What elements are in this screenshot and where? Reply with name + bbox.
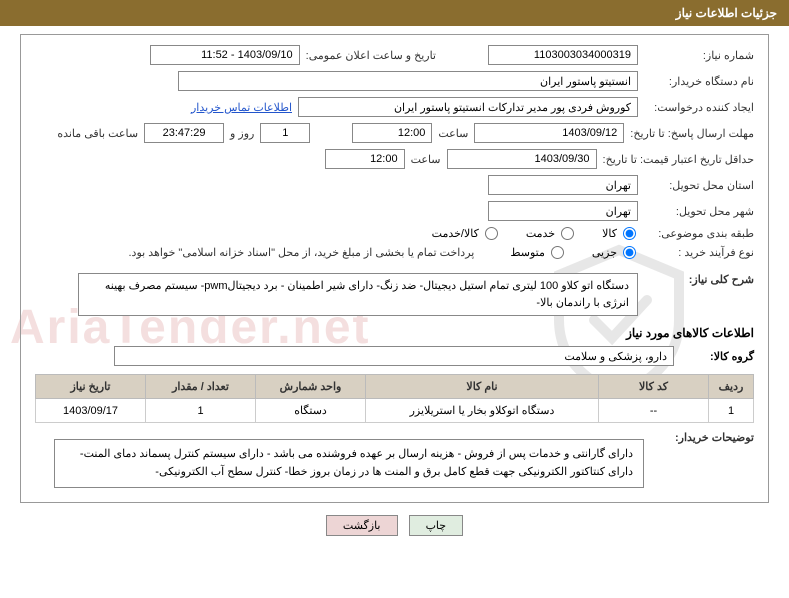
header-title: جزئیات اطلاعات نیاز — [676, 6, 777, 20]
row-reply-deadline: مهلت ارسال پاسخ: تا تاریخ: 1403/09/12 سا… — [35, 123, 754, 143]
row-min-validity: حداقل تاریخ اعتبار قیمت: تا تاریخ: 1403/… — [35, 149, 754, 169]
table-col-2: نام کالا — [366, 375, 599, 399]
table-col-4: تعداد / مقدار — [146, 375, 256, 399]
radio-medium-label: متوسط — [510, 246, 545, 259]
table-cell: 1 — [146, 399, 256, 423]
row-buyer-notes: توضیحات خریدار: دارای گارانتی و خدمات پس… — [35, 431, 754, 488]
table-cell: -- — [599, 399, 709, 423]
field-reply-time: 12:00 — [352, 123, 432, 143]
row-city: شهر محل تحویل: تهران — [35, 201, 754, 221]
radio-both-label: کالا/خدمت — [432, 227, 479, 240]
label-min-validity: حداقل تاریخ اعتبار قیمت: تا تاریخ: — [603, 153, 754, 166]
table-cell: دستگاه اتوکلاو بخار یا استریلایزر — [366, 399, 599, 423]
field-province: تهران — [488, 175, 638, 195]
field-announce: 1403/09/10 - 11:52 — [150, 45, 300, 65]
label-province: استان محل تحویل: — [644, 179, 754, 192]
row-need-no: شماره نیاز: 1103003034000319 تاریخ و ساع… — [35, 45, 754, 65]
table-col-5: تاریخ نیاز — [36, 375, 146, 399]
row-requester: ایجاد کننده درخواست: کوروش فردی پور مدیر… — [35, 97, 754, 117]
radio-group-purchase: جزیی متوسط — [510, 246, 638, 259]
radio-service-label: خدمت — [526, 227, 555, 240]
row-purchase-type: نوع فرآیند خرید : جزیی متوسط پرداخت تمام… — [35, 246, 754, 259]
row-need-desc: شرح کلی نیاز: دستگاه اتو کلاو 100 لیتری … — [35, 273, 754, 316]
payment-note: پرداخت تمام یا بخشی از مبلغ خرید، از محل… — [129, 246, 475, 259]
table-row: 1--دستگاه اتوکلاو بخار یا استریلایزردستگ… — [36, 399, 754, 423]
field-buyer-notes: دارای گارانتی و خدمات پس از فروش - هزینه… — [54, 439, 644, 488]
label-subject-class: طبقه بندی موضوعی: — [644, 227, 754, 240]
table-header-row: ردیفکد کالانام کالاواحد شمارشتعداد / مقد… — [36, 375, 754, 399]
label-buyer-notes: توضیحات خریدار: — [654, 431, 754, 444]
radio-goods-label: کالا — [602, 227, 617, 240]
label-days-and: روز و — [230, 127, 254, 140]
buyer-contact-link[interactable]: اطلاعات تماس خریدار — [191, 101, 292, 114]
row-province: استان محل تحویل: تهران — [35, 175, 754, 195]
row-buyer-org: نام دستگاه خریدار: انستیتو پاستور ایران — [35, 71, 754, 91]
field-group: دارو، پزشکی و سلامت — [114, 346, 674, 366]
label-need-desc: شرح کلی نیاز: — [644, 273, 754, 286]
label-announce: تاریخ و ساعت اعلان عمومی: — [306, 49, 436, 62]
field-need-no: 1103003034000319 — [488, 45, 638, 65]
table-body: 1--دستگاه اتوکلاو بخار یا استریلایزردستگ… — [36, 399, 754, 423]
label-group: گروه کالا: — [684, 350, 754, 363]
back-button[interactable]: بازگشت — [326, 515, 398, 536]
table-col-1: کد کالا — [599, 375, 709, 399]
label-city: شهر محل تحویل: — [644, 205, 754, 218]
label-buyer-org: نام دستگاه خریدار: — [644, 75, 754, 88]
section-goods-title: اطلاعات کالاهای مورد نیاز — [35, 326, 754, 340]
radio-group-subject: کالا خدمت کالا/خدمت — [432, 227, 638, 240]
label-time-1: ساعت — [438, 127, 468, 140]
field-city: تهران — [488, 201, 638, 221]
label-need-no: شماره نیاز: — [644, 49, 754, 62]
label-time-2: ساعت — [411, 153, 441, 166]
field-min-validity-date: 1403/09/30 — [447, 149, 597, 169]
radio-both[interactable] — [485, 227, 498, 240]
print-button[interactable]: چاپ — [409, 515, 464, 536]
table-cell: 1 — [709, 399, 754, 423]
field-reply-date: 1403/09/12 — [474, 123, 624, 143]
label-reply-deadline: مهلت ارسال پاسخ: تا تاریخ: — [630, 127, 754, 140]
table-cell: 1403/09/17 — [36, 399, 146, 423]
button-row: چاپ بازگشت — [0, 515, 789, 536]
label-requester: ایجاد کننده درخواست: — [644, 101, 754, 114]
field-min-validity-time: 12:00 — [325, 149, 405, 169]
field-need-desc: دستگاه اتو کلاو 100 لیتری تمام استیل دیج… — [78, 273, 638, 316]
radio-goods[interactable] — [623, 227, 636, 240]
field-requester: کوروش فردی پور مدیر تدارکات انستیتو پاست… — [298, 97, 638, 117]
label-purchase-type: نوع فرآیند خرید : — [644, 246, 754, 259]
radio-service[interactable] — [561, 227, 574, 240]
table-cell: دستگاه — [256, 399, 366, 423]
radio-minor-label: جزیی — [592, 246, 617, 259]
table-col-3: واحد شمارش — [256, 375, 366, 399]
main-frame: شماره نیاز: 1103003034000319 تاریخ و ساع… — [20, 34, 769, 503]
row-subject-class: طبقه بندی موضوعی: کالا خدمت کالا/خدمت — [35, 227, 754, 240]
goods-table: ردیفکد کالانام کالاواحد شمارشتعداد / مقد… — [35, 374, 754, 423]
field-buyer-org: انستیتو پاستور ایران — [178, 71, 638, 91]
row-group: گروه کالا: دارو، پزشکی و سلامت — [35, 346, 754, 366]
field-countdown: 23:47:29 — [144, 123, 224, 143]
page-header: جزئیات اطلاعات نیاز — [0, 0, 789, 26]
label-remaining: ساعت باقی مانده — [57, 127, 138, 140]
radio-medium[interactable] — [551, 246, 564, 259]
radio-minor[interactable] — [623, 246, 636, 259]
field-days: 1 — [260, 123, 310, 143]
table-col-0: ردیف — [709, 375, 754, 399]
